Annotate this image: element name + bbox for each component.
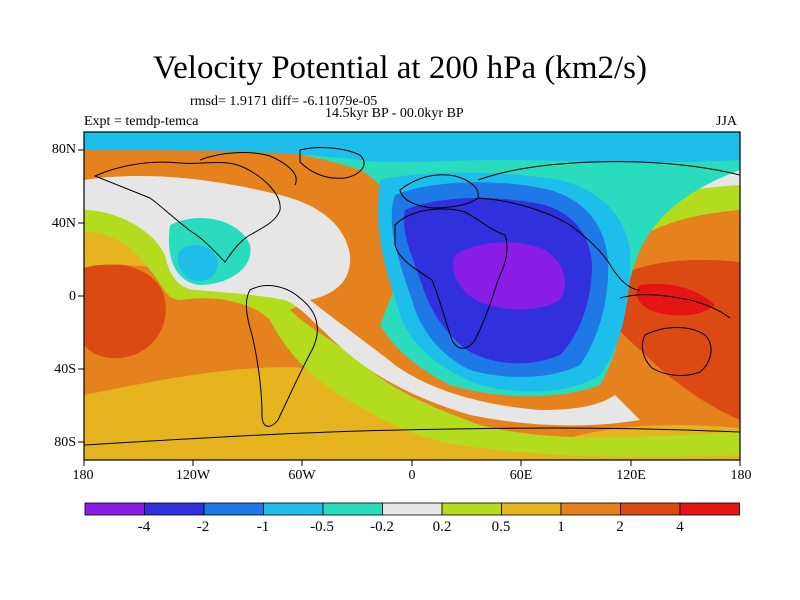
north-america-outline — [93, 161, 281, 263]
colorbar-box-1 — [84, 502, 145, 516]
contour-band-purple — [452, 242, 565, 310]
colorbar-label-1: -4 — [137, 519, 151, 535]
coastlines — [84, 147, 740, 446]
australia-outline — [641, 327, 712, 376]
indonesia-outline — [619, 294, 731, 319]
canada-arctic-outline — [199, 152, 297, 186]
contour-band-deep-red — [636, 283, 715, 316]
colorbar-box-10 — [620, 502, 681, 516]
lon-label-180e: 180 — [730, 468, 752, 483]
greenland-outline — [299, 147, 365, 179]
lat-label-0: 0 — [69, 289, 76, 304]
south-america-outline — [245, 285, 318, 427]
colorbar-label-8: 1 — [557, 519, 565, 535]
colorbar-box-8 — [501, 502, 562, 516]
colorbar-label-6: 0.2 — [432, 519, 452, 535]
experiment-label: Expt = temdp-temca — [84, 114, 199, 129]
axis-ticks — [78, 149, 741, 466]
lon-label-0: 0 — [408, 468, 416, 483]
colorbar-label-7: 0.5 — [491, 519, 511, 535]
colorbar-box-4 — [263, 502, 324, 516]
period-label: 14.5kyr BP - 00.0kyr BP — [325, 106, 464, 121]
colorbar-label-4: -0.5 — [310, 519, 334, 535]
lon-label-120w: 120W — [175, 468, 211, 483]
contour-band-red-west-pacific — [84, 263, 166, 359]
lat-label-80s: 80S — [54, 435, 76, 450]
colorbar-box-9 — [560, 502, 621, 516]
asia-outline — [477, 161, 740, 291]
lon-label-120e: 120E — [616, 468, 646, 483]
colorbar-label-2: -2 — [196, 519, 210, 535]
season-label: JJA — [716, 114, 738, 129]
colorbar-box-7 — [441, 502, 502, 516]
africa-outline — [394, 208, 508, 349]
colorbar-box-6 — [382, 502, 443, 516]
colorbar-box-11 — [679, 502, 740, 516]
lat-label-40s: 40S — [54, 362, 76, 377]
colorbar-box-2 — [144, 502, 205, 516]
lon-label-180w: 180 — [72, 468, 94, 483]
contour-field — [84, 132, 740, 460]
colorbar-box-3 — [203, 502, 264, 516]
map-title: Velocity Potential at 200 hPa (km2/s) — [152, 50, 648, 86]
stats-line: rmsd= 1.9171 diff= -6.11079e-05 — [190, 94, 378, 109]
contour-band-cyan-north — [84, 132, 740, 163]
lat-label-40n: 40N — [51, 216, 76, 231]
colorbar-box-5 — [322, 502, 383, 516]
colorbar — [84, 502, 740, 516]
lon-label-60w: 60W — [288, 468, 316, 483]
lon-label-60e: 60E — [509, 468, 533, 483]
colorbar-label-3: -1 — [256, 519, 270, 535]
contour-band-cyan-caribbean — [177, 244, 218, 282]
colorbar-label-10: 4 — [676, 519, 684, 535]
colorbar-label-5: -0.2 — [370, 519, 394, 535]
lat-label-80n: 80N — [51, 142, 76, 157]
colorbar-label-9: 2 — [616, 519, 624, 535]
antarctica-outline — [84, 427, 740, 446]
